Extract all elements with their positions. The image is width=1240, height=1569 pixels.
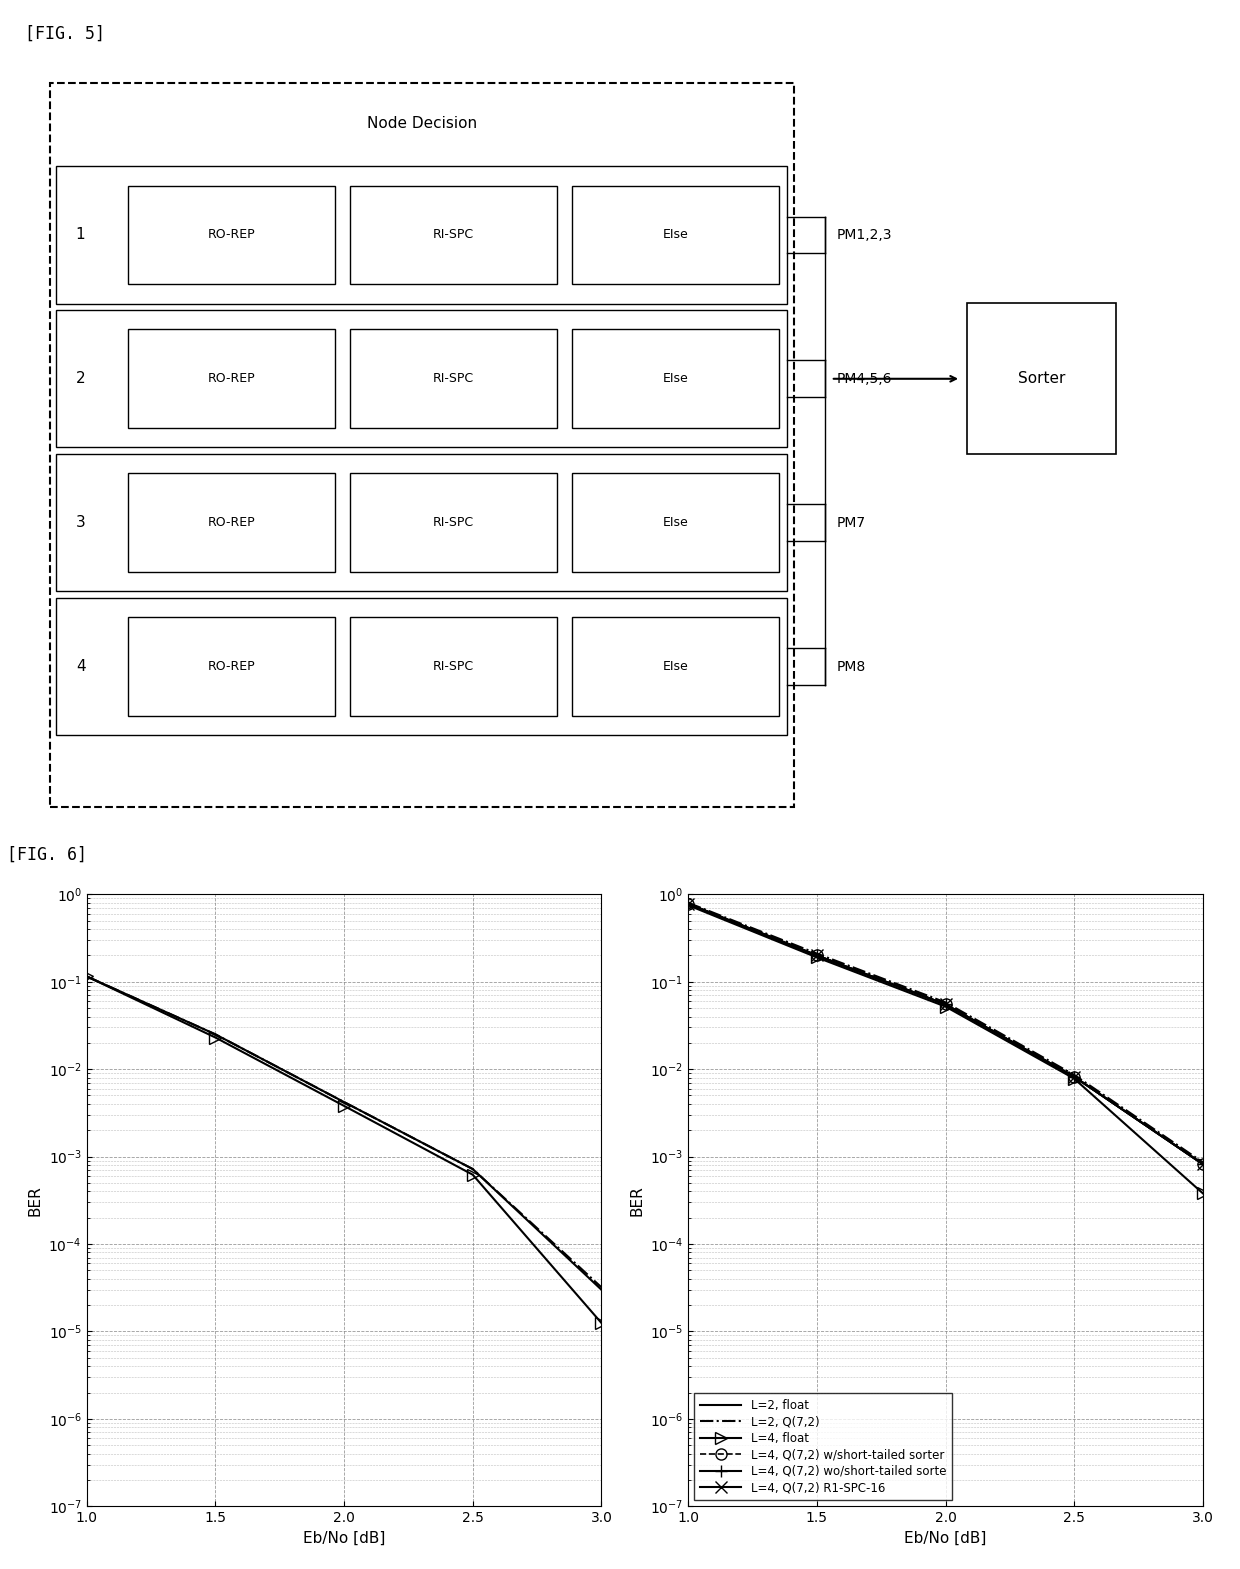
L=4, Q(7,2) w/short-tailed sorter xyxy=(681,894,696,913)
Line: L=4, float: L=4, float xyxy=(683,899,1208,1199)
Bar xyxy=(128,329,335,428)
Text: Sorter: Sorter xyxy=(1018,372,1065,386)
Text: RO-REP: RO-REP xyxy=(207,661,255,673)
Y-axis label: BER: BER xyxy=(629,1185,645,1216)
L=4, Q(7,2) R1-SPC-16 xyxy=(1066,1067,1081,1086)
L=4, float xyxy=(937,998,952,1017)
X-axis label: Eb/No [dB]: Eb/No [dB] xyxy=(303,1531,386,1545)
Text: RO-REP: RO-REP xyxy=(207,229,255,242)
Text: PM7: PM7 xyxy=(837,516,866,530)
Text: RO-REP: RO-REP xyxy=(207,372,255,386)
Bar xyxy=(128,474,335,573)
Text: RI-SPC: RI-SPC xyxy=(433,516,474,529)
Bar xyxy=(572,329,779,428)
L=2, float xyxy=(1066,1067,1081,1086)
Bar xyxy=(572,185,779,284)
Bar xyxy=(572,474,779,573)
Text: 3: 3 xyxy=(76,515,86,530)
Y-axis label: BER: BER xyxy=(27,1185,43,1216)
Bar xyxy=(56,598,787,736)
L=4, float xyxy=(1195,1185,1210,1203)
Text: PM8: PM8 xyxy=(837,659,867,673)
Text: RI-SPC: RI-SPC xyxy=(433,661,474,673)
Text: EIse: EIse xyxy=(662,661,688,673)
L=2, float xyxy=(937,995,952,1014)
Bar xyxy=(56,311,787,447)
L=2, Q(7,2) xyxy=(1195,1153,1210,1172)
Line: L=4, Q(7,2) w/short-tailed sorter: L=4, Q(7,2) w/short-tailed sorter xyxy=(683,897,1208,1169)
L=4, float xyxy=(810,948,825,967)
Bar xyxy=(128,185,335,284)
Text: EIse: EIse xyxy=(662,372,688,386)
L=4, float xyxy=(1066,1068,1081,1087)
L=4, Q(7,2) w/short-tailed sorter xyxy=(937,995,952,1014)
Text: [FIG. 5]: [FIG. 5] xyxy=(25,25,105,42)
L=2, float xyxy=(810,946,825,965)
Text: 2: 2 xyxy=(76,372,86,386)
Bar xyxy=(350,474,557,573)
L=2, Q(7,2) xyxy=(810,945,825,963)
L=4, Q(7,2) R1-SPC-16 xyxy=(1195,1155,1210,1174)
Text: PM4,5,6: PM4,5,6 xyxy=(837,372,893,386)
Text: RO-REP: RO-REP xyxy=(207,516,255,529)
Legend: L=2, float, L=2, Q(7,2), L=4, float, L=4, Q(7,2) w/short-tailed sorter, L=4, Q(7: L=2, float, L=2, Q(7,2), L=4, float, L=4… xyxy=(694,1393,952,1500)
L=4, Q(7,2) wo/short-tailed sorte xyxy=(937,995,952,1014)
Text: 1: 1 xyxy=(76,228,86,243)
Text: EIse: EIse xyxy=(662,516,688,529)
Text: Node Decision: Node Decision xyxy=(367,116,476,132)
L=2, Q(7,2) xyxy=(681,893,696,912)
L=4, Q(7,2) R1-SPC-16 xyxy=(937,995,952,1014)
L=4, Q(7,2) R1-SPC-16 xyxy=(810,946,825,965)
L=4, Q(7,2) wo/short-tailed sorte xyxy=(1195,1155,1210,1174)
Bar xyxy=(350,329,557,428)
L=4, Q(7,2) w/short-tailed sorter xyxy=(810,946,825,965)
Text: PM1,2,3: PM1,2,3 xyxy=(837,228,893,242)
L=4, Q(7,2) w/short-tailed sorter xyxy=(1195,1155,1210,1174)
L=2, Q(7,2) xyxy=(937,993,952,1012)
Line: L=2, Q(7,2): L=2, Q(7,2) xyxy=(688,902,1203,1163)
Text: EIse: EIse xyxy=(662,229,688,242)
Bar xyxy=(572,617,779,715)
X-axis label: Eb/No [dB]: Eb/No [dB] xyxy=(904,1531,987,1545)
Bar xyxy=(50,83,794,806)
L=2, float xyxy=(1195,1155,1210,1174)
Line: L=4, Q(7,2) R1-SPC-16: L=4, Q(7,2) R1-SPC-16 xyxy=(683,897,1208,1169)
Bar xyxy=(56,166,787,303)
Text: [FIG. 6]: [FIG. 6] xyxy=(7,846,88,865)
Line: L=4, Q(7,2) wo/short-tailed sorte: L=4, Q(7,2) wo/short-tailed sorte xyxy=(683,897,1208,1169)
L=4, float xyxy=(681,896,696,915)
Bar xyxy=(128,617,335,715)
L=4, Q(7,2) wo/short-tailed sorte xyxy=(681,894,696,913)
L=4, Q(7,2) w/short-tailed sorter xyxy=(1066,1067,1081,1086)
Text: 4: 4 xyxy=(76,659,86,675)
L=4, Q(7,2) R1-SPC-16 xyxy=(681,894,696,913)
L=4, Q(7,2) wo/short-tailed sorte xyxy=(1066,1067,1081,1086)
L=4, Q(7,2) wo/short-tailed sorte xyxy=(810,946,825,965)
Text: RI-SPC: RI-SPC xyxy=(433,229,474,242)
Bar xyxy=(967,303,1116,455)
L=2, Q(7,2) xyxy=(1066,1065,1081,1084)
Line: L=2, float: L=2, float xyxy=(688,904,1203,1164)
Text: RI-SPC: RI-SPC xyxy=(433,372,474,386)
Bar xyxy=(350,617,557,715)
Bar xyxy=(350,185,557,284)
Bar xyxy=(56,453,787,592)
L=2, float xyxy=(681,894,696,913)
